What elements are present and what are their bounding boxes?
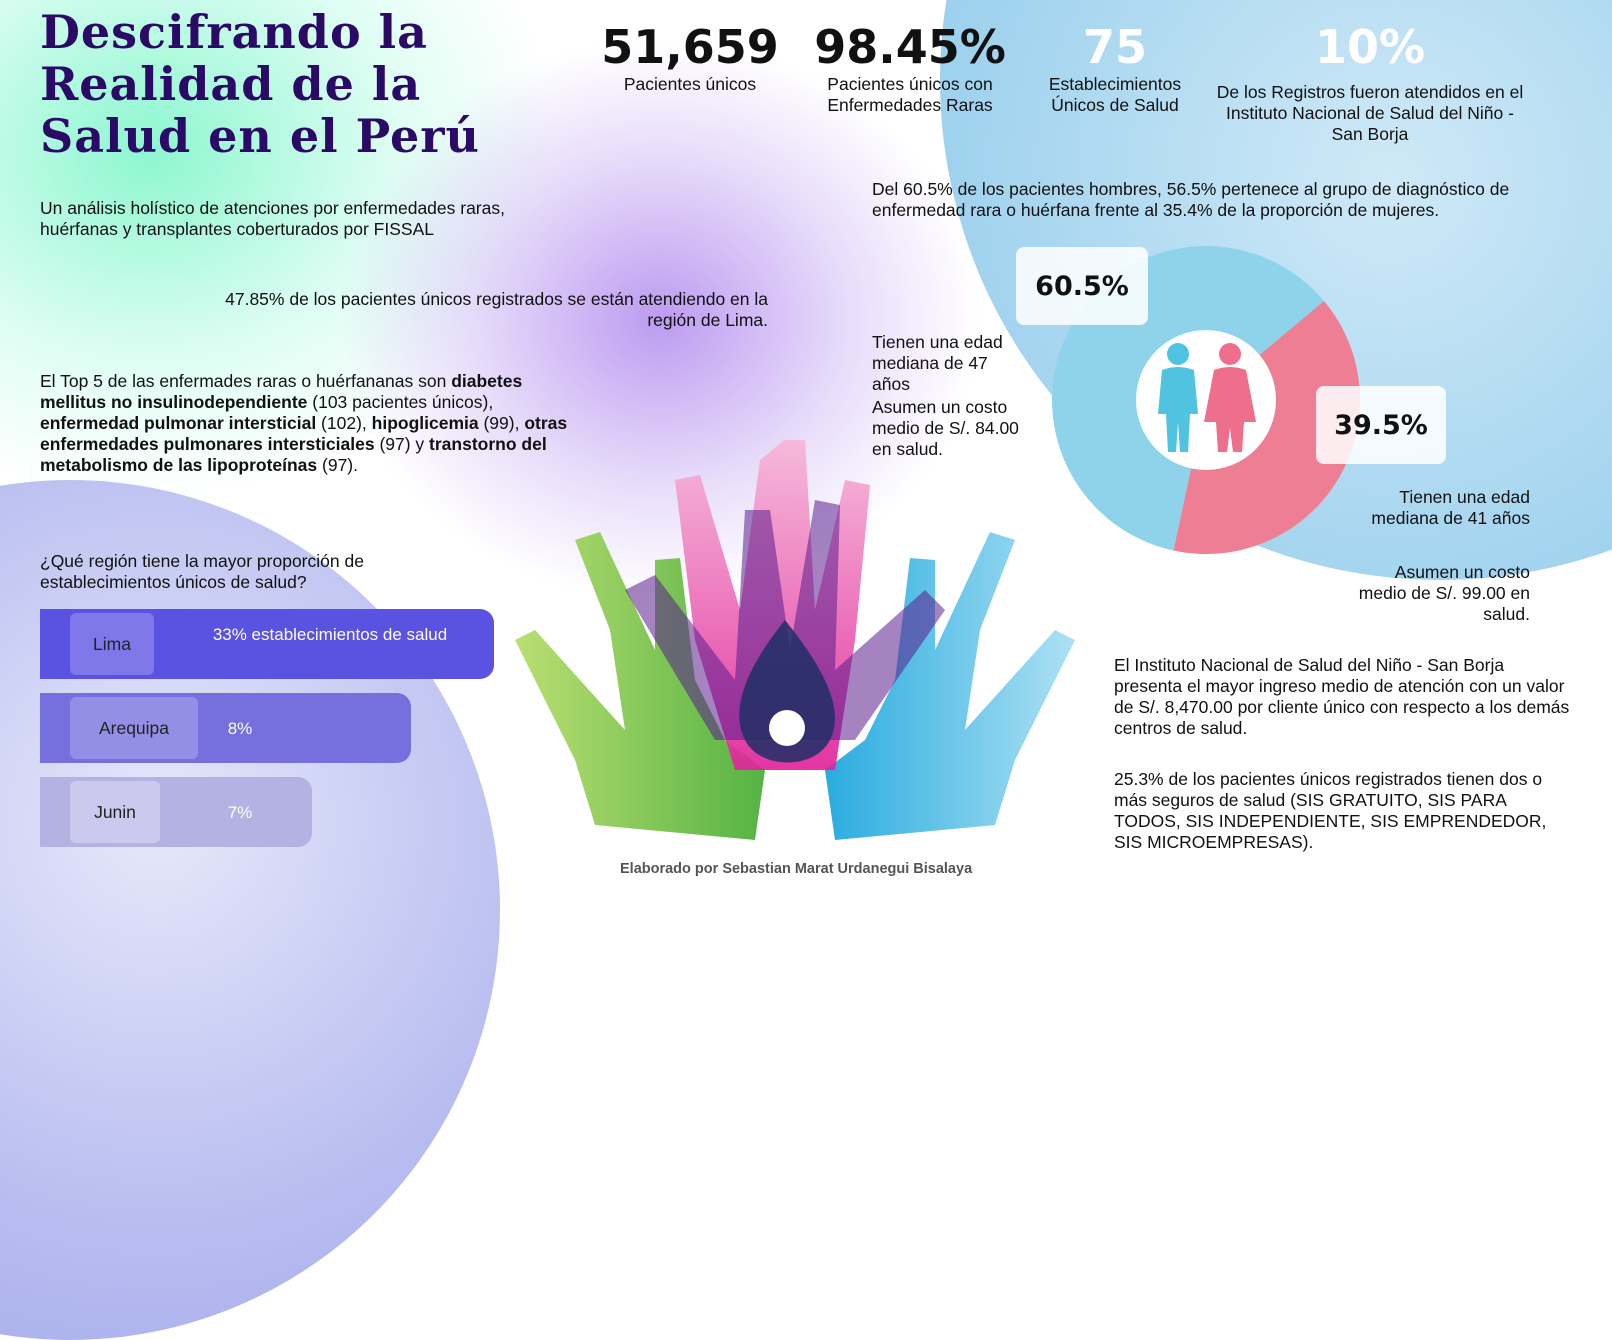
male-cost-note: Asumen un costo medio de S/. 84.00 en sa… — [872, 397, 1019, 459]
disease-2-count: (102), — [316, 413, 372, 433]
stat-value: 10% — [1314, 20, 1426, 74]
region-value: 8% — [227, 719, 253, 738]
region-bar-lima: Lima 33% establecimientos de salud — [40, 609, 494, 679]
subtitle: Un análisis holístico de atenciones por … — [40, 198, 505, 239]
female-age-note: Tienen una edad mediana de 41 años — [1371, 487, 1530, 528]
disease-3-count: (99), — [478, 413, 525, 433]
credit: Elaborado por Sebastian Marat Urdanegui … — [620, 861, 973, 877]
region-bar-arequipa: Arequipa 8% — [40, 693, 411, 763]
region-value: 33% establecimientos de salud — [212, 625, 448, 644]
male-age-note: Tienen una edad mediana de 47 años — [872, 332, 1003, 394]
stat-insn-share: 10% De los Registros fueron atendidos en… — [1210, 20, 1530, 145]
stat-health-facilities: 75 Establecimientos Únicos de Salud — [1025, 20, 1205, 116]
region-label: Arequipa — [70, 697, 198, 759]
stat-value: 51,659 — [601, 20, 779, 74]
stat-label: Establecimientos Únicos de Salud — [1048, 74, 1182, 115]
region-label: Lima — [70, 613, 154, 675]
top5-intro: El Top 5 de las enfermades raras o huérf… — [40, 371, 452, 391]
rare-disease-hands-logo — [515, 440, 1075, 840]
female-figure-icon — [1204, 343, 1256, 452]
stat-label: De los Registros fueron atendidos en el … — [1216, 82, 1524, 144]
disease-5-count: (97). — [317, 455, 359, 475]
page-title: Descifrando la Realidad de la Salud en e… — [40, 5, 480, 163]
region-value: 7% — [227, 803, 253, 822]
male-figure-icon — [1158, 343, 1198, 452]
stat-unique-patients: 51,659 Pacientes únicos — [600, 20, 780, 95]
stat-label: Pacientes únicos — [623, 74, 757, 94]
disease-3: hipoglicemia — [371, 413, 479, 433]
stat-label: Pacientes únicos con Enfermedades Raras — [827, 74, 993, 115]
donut-hole — [1136, 330, 1276, 470]
disease-1: diabetes mellitus no insulinodependiente — [40, 371, 523, 412]
gender-note: Del 60.5% de los pacientes hombres, 56.5… — [872, 179, 1510, 220]
insn-note: El Instituto Nacional de Salud del Niño … — [1114, 655, 1570, 738]
disease-2: enfermedad pulmonar intersticial — [40, 413, 317, 433]
center-dot — [769, 710, 805, 746]
stat-value: 75 — [1082, 20, 1147, 74]
region-question: ¿Qué región tiene la mayor proporción de… — [40, 551, 364, 592]
disease-1-count: (103 pacientes únicos), — [307, 392, 494, 412]
green-hand — [515, 532, 765, 840]
disease-5: transtorno del metabolismo de las lipopr… — [40, 434, 547, 475]
lima-note: 47.85% de los pacientes únicos registrad… — [225, 289, 768, 330]
disease-4: otras enfermedades pulmonares interstici… — [40, 413, 568, 454]
disease-4-count: (97) y — [374, 434, 430, 454]
region-bar-junin: Junin 7% — [40, 777, 312, 847]
insurance-note: 25.3% de los pacientes únicos registrado… — [1114, 769, 1547, 852]
region-label: Junin — [70, 781, 160, 843]
blue-hand — [825, 532, 1075, 840]
female-percentage: 39.5% — [1316, 386, 1446, 464]
stat-rare-disease-patients: 98.45% Pacientes únicos con Enfermedades… — [810, 20, 1010, 116]
stat-value: 98.45% — [814, 20, 1006, 74]
female-cost-note: Asumen un costo medio de S/. 99.00 en sa… — [1358, 562, 1530, 624]
gender-donut-chart — [1051, 245, 1360, 554]
top5-diseases-paragraph: El Top 5 de las enfermades raras o huérf… — [40, 371, 570, 476]
male-percentage: 60.5% — [1016, 247, 1148, 325]
center-drop — [739, 620, 835, 763]
